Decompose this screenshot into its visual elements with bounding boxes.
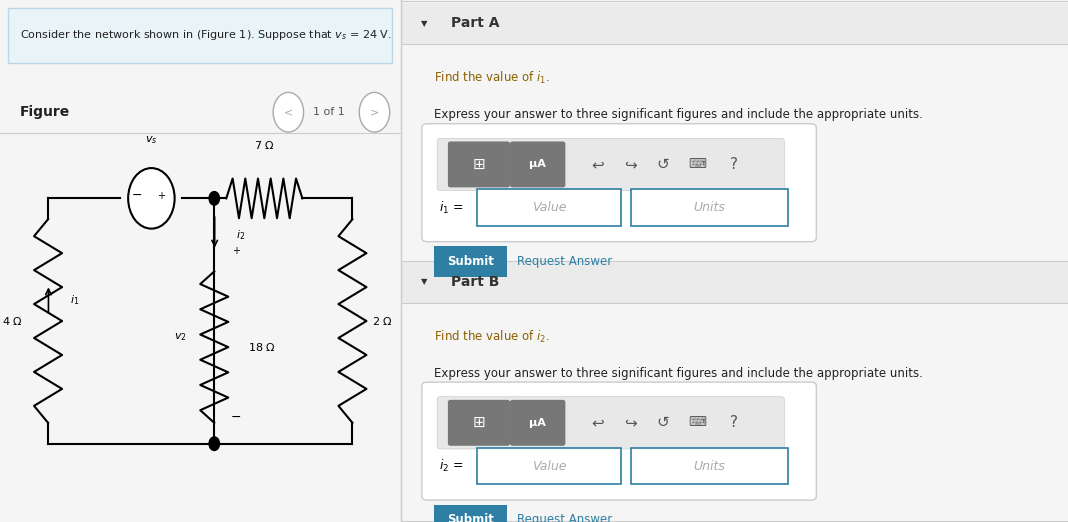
Text: ↪: ↪ — [625, 157, 638, 172]
FancyBboxPatch shape — [422, 382, 816, 500]
Text: μA: μA — [530, 159, 546, 170]
Text: Units: Units — [693, 201, 725, 214]
Text: ↺: ↺ — [657, 157, 670, 172]
Text: ▼: ▼ — [421, 277, 427, 287]
Text: Find the value of $i_2$.: Find the value of $i_2$. — [434, 329, 550, 345]
Text: Express your answer to three significant figures and include the appropriate uni: Express your answer to three significant… — [434, 109, 923, 121]
FancyBboxPatch shape — [447, 141, 511, 187]
Text: Value: Value — [532, 460, 566, 472]
Text: 7 $\Omega$: 7 $\Omega$ — [254, 139, 274, 151]
Text: 4 $\Omega$: 4 $\Omega$ — [2, 315, 22, 327]
Text: Part B: Part B — [451, 275, 499, 289]
FancyBboxPatch shape — [477, 448, 621, 484]
FancyBboxPatch shape — [437, 138, 784, 191]
Text: Find the value of $i_1$.: Find the value of $i_1$. — [434, 70, 550, 86]
Text: $i_1$: $i_1$ — [70, 293, 79, 307]
Text: ⌨: ⌨ — [689, 417, 707, 429]
Circle shape — [209, 437, 220, 450]
Text: −: − — [132, 189, 143, 202]
Circle shape — [273, 92, 303, 132]
Circle shape — [128, 168, 175, 229]
Text: 18 $\Omega$: 18 $\Omega$ — [248, 341, 276, 353]
Text: Submit: Submit — [447, 514, 494, 522]
Text: ?: ? — [731, 157, 738, 172]
Text: ⊞: ⊞ — [472, 157, 485, 172]
Text: $i_2$ =: $i_2$ = — [439, 458, 464, 474]
Text: >: > — [370, 107, 379, 117]
Text: Submit: Submit — [447, 255, 494, 268]
Text: $v_2$: $v_2$ — [174, 331, 187, 342]
FancyBboxPatch shape — [400, 3, 1068, 44]
FancyBboxPatch shape — [511, 400, 565, 446]
FancyBboxPatch shape — [631, 189, 787, 226]
FancyBboxPatch shape — [437, 397, 784, 449]
FancyBboxPatch shape — [434, 505, 507, 522]
Text: ↩: ↩ — [591, 416, 603, 430]
Text: $i_1$ =: $i_1$ = — [439, 200, 464, 216]
Text: −: − — [231, 411, 241, 424]
Text: Figure: Figure — [20, 105, 70, 119]
Text: μA: μA — [530, 418, 546, 428]
Text: Express your answer to three significant figures and include the appropriate uni: Express your answer to three significant… — [434, 367, 923, 379]
Text: $i_2$: $i_2$ — [236, 228, 246, 242]
FancyBboxPatch shape — [447, 400, 511, 446]
Text: $v_s$: $v_s$ — [145, 134, 158, 146]
FancyBboxPatch shape — [477, 189, 621, 226]
Circle shape — [209, 192, 220, 205]
FancyBboxPatch shape — [400, 261, 1068, 303]
Text: ⌨: ⌨ — [689, 158, 707, 171]
Text: +: + — [157, 191, 166, 201]
Text: Request Answer: Request Answer — [517, 255, 613, 268]
Text: +: + — [233, 245, 240, 256]
FancyBboxPatch shape — [9, 8, 393, 63]
FancyBboxPatch shape — [434, 246, 507, 277]
Text: Value: Value — [532, 201, 566, 214]
Text: ↪: ↪ — [625, 416, 638, 430]
FancyBboxPatch shape — [422, 124, 816, 242]
Text: Request Answer: Request Answer — [517, 514, 613, 522]
Circle shape — [359, 92, 390, 132]
FancyBboxPatch shape — [631, 448, 787, 484]
Text: Units: Units — [693, 460, 725, 472]
Text: ⊞: ⊞ — [472, 416, 485, 430]
FancyBboxPatch shape — [511, 141, 565, 187]
Text: <: < — [284, 107, 293, 117]
Text: 1 of 1: 1 of 1 — [313, 107, 344, 117]
Text: ↺: ↺ — [657, 416, 670, 430]
Text: ?: ? — [731, 416, 738, 430]
Text: Consider the network shown in (Figure 1). Suppose that $v_s$ = 24 V.: Consider the network shown in (Figure 1)… — [20, 28, 392, 42]
Text: ↩: ↩ — [591, 157, 603, 172]
Text: ▼: ▼ — [421, 19, 427, 28]
Text: 2 $\Omega$: 2 $\Omega$ — [372, 315, 393, 327]
Text: Part A: Part A — [451, 17, 499, 30]
